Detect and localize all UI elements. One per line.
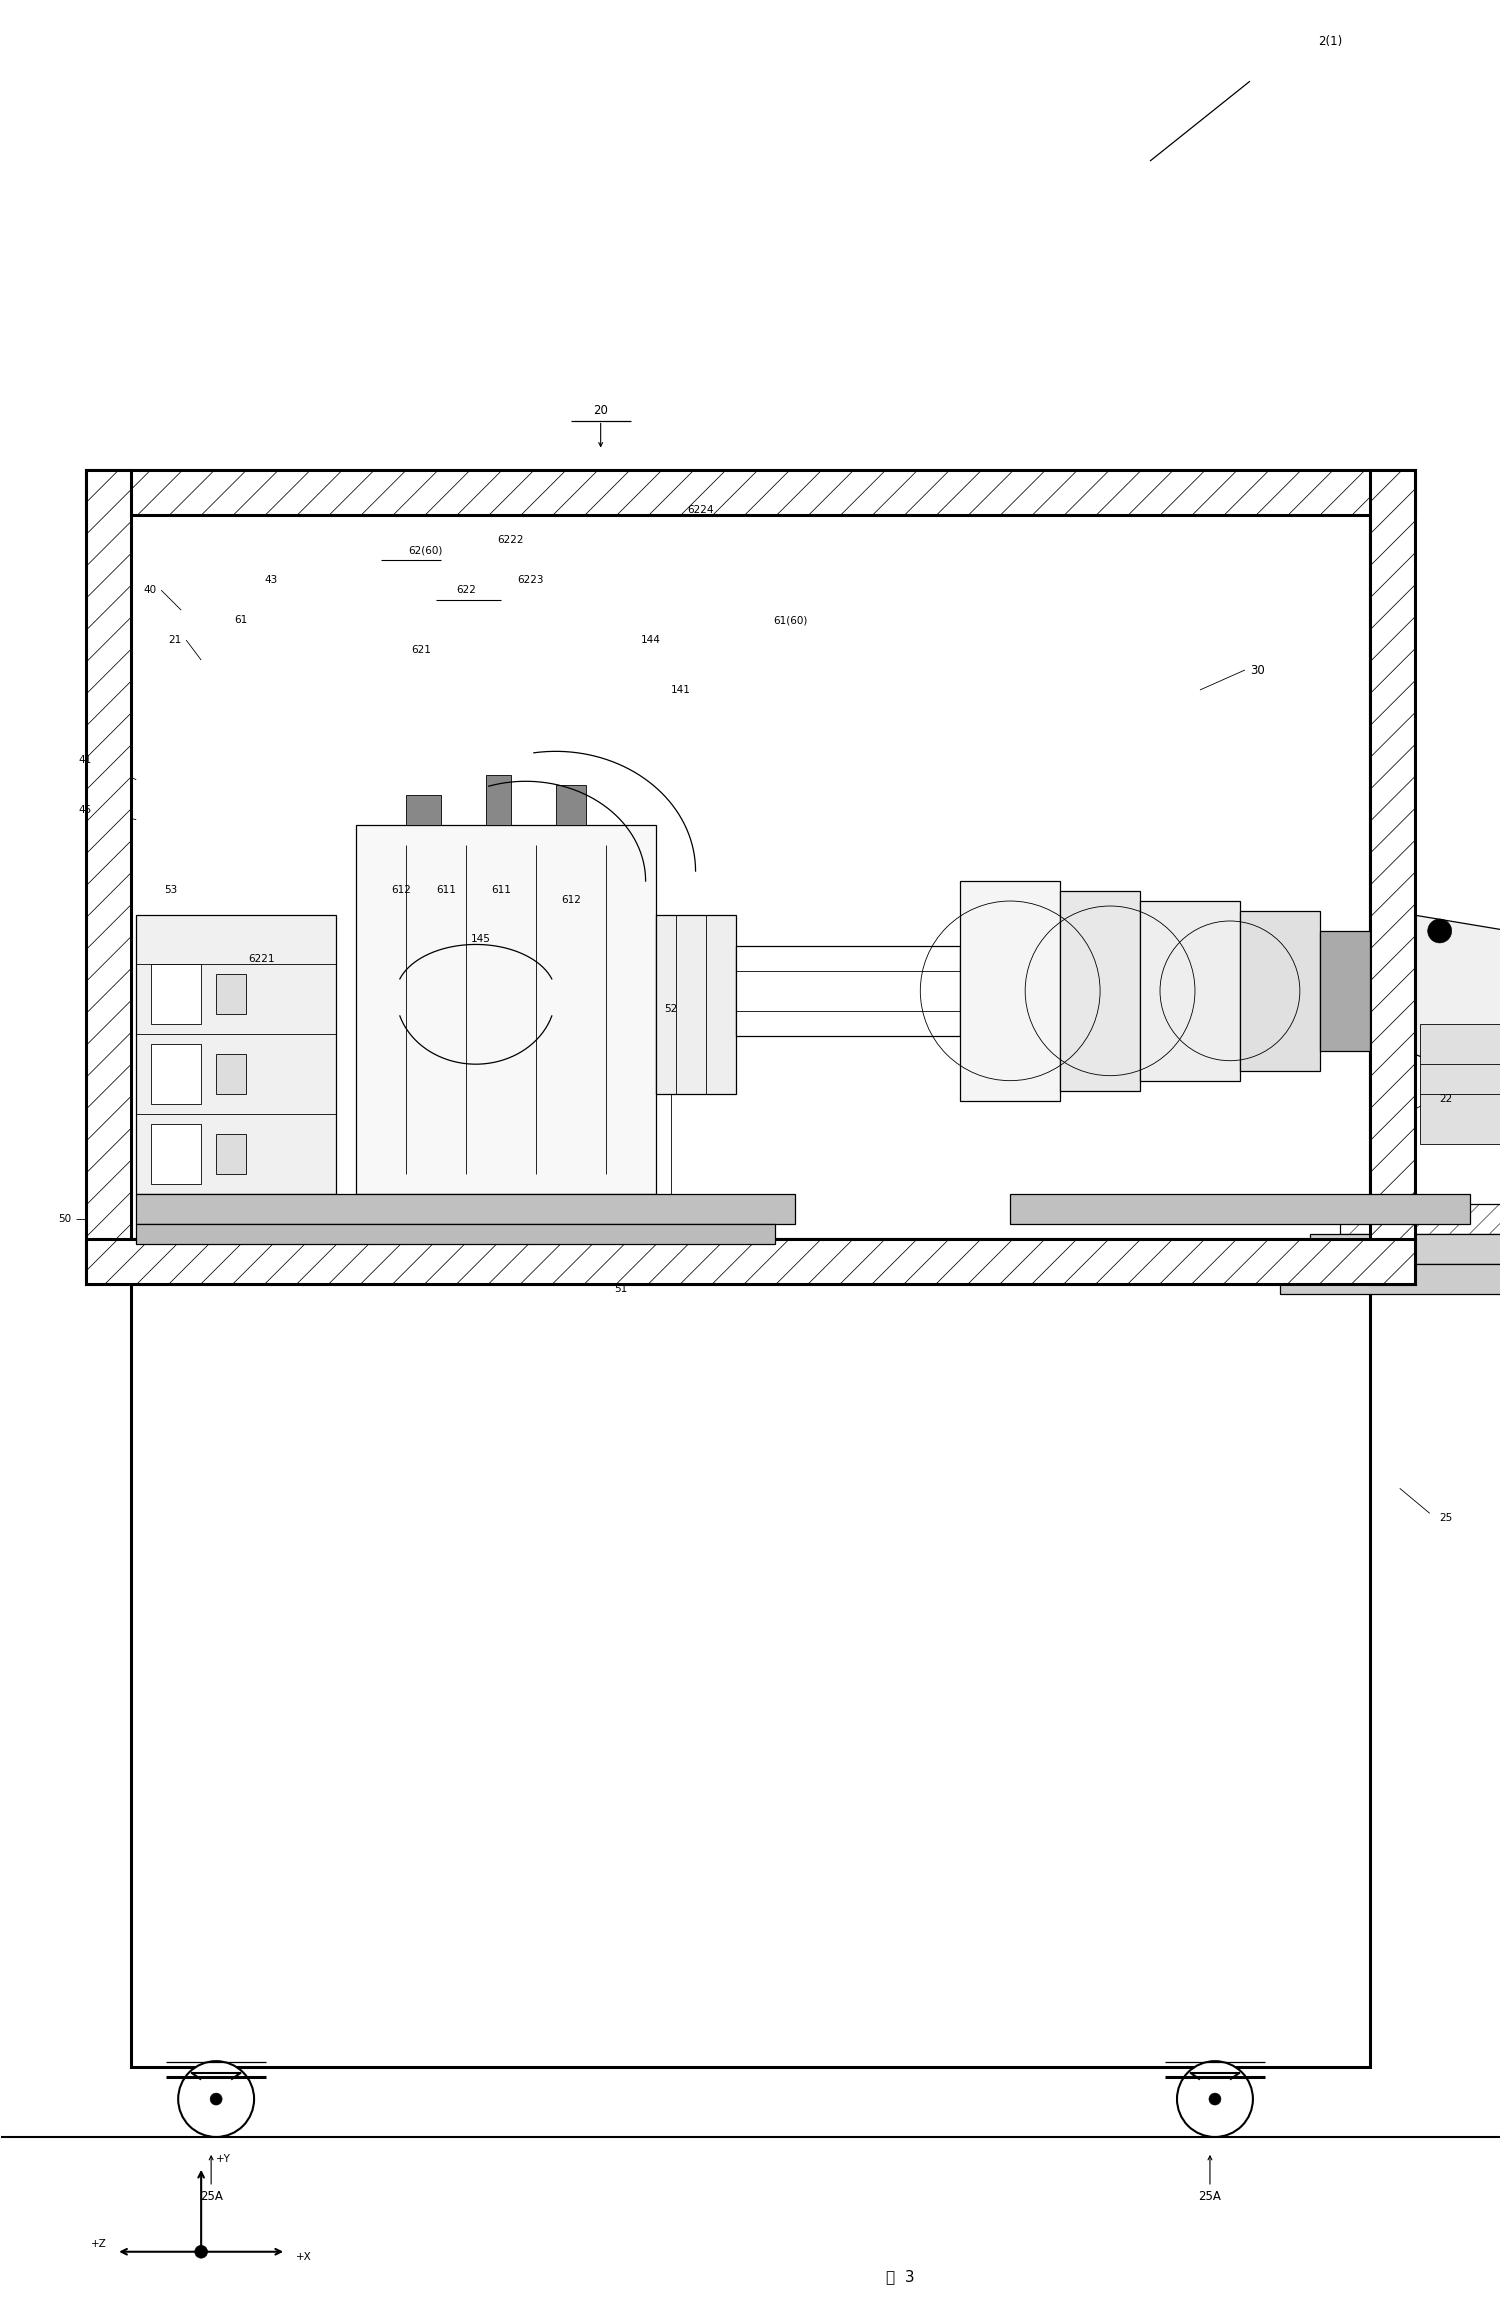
Bar [1370,471,1415,1284]
Bar [486,774,510,825]
Text: +Z: +Z [90,2239,107,2248]
Text: +X: +X [296,2251,312,2262]
Bar [555,786,585,825]
Bar [356,825,656,1194]
Bar [735,946,961,1036]
Text: 62(60): 62(60) [408,545,443,556]
Text: 21: 21 [168,635,182,644]
Text: 6221: 6221 [248,955,275,964]
Bar [152,964,201,1025]
Bar [86,1238,1415,1284]
Text: 145: 145 [471,934,491,943]
Bar [1240,911,1319,1071]
Bar [216,1134,246,1173]
Bar [1310,1233,1501,1263]
Text: +Y: +Y [216,2153,231,2165]
Bar [961,881,1060,1101]
Bar [137,1194,796,1224]
Text: 612: 612 [561,895,581,904]
Bar [137,916,336,1194]
Bar [1280,1263,1501,1293]
Bar [1060,890,1141,1092]
Circle shape [179,2061,254,2137]
Text: 61: 61 [234,614,248,626]
Text: 6222: 6222 [497,535,524,545]
Bar [137,1224,776,1245]
Text: 52: 52 [663,1004,677,1015]
Text: 141: 141 [671,684,690,695]
Text: 611: 611 [491,885,510,895]
Text: 53: 53 [165,885,177,895]
Bar [656,916,735,1094]
Text: 41: 41 [78,756,92,765]
Circle shape [1208,2093,1220,2105]
Text: 43: 43 [264,575,278,584]
Text: 30: 30 [1250,663,1265,677]
Text: 621: 621 [411,644,431,656]
Text: 20: 20 [593,403,608,417]
Bar [216,974,246,1015]
Text: 6223: 6223 [518,575,543,584]
Text: 22: 22 [1439,1094,1453,1103]
Text: 图  3: 图 3 [886,2269,914,2283]
Bar [1319,932,1370,1050]
Text: 61(60): 61(60) [773,614,808,626]
Text: 40: 40 [143,584,156,596]
Bar [86,471,131,1284]
Circle shape [195,2246,207,2258]
Text: 611: 611 [435,885,456,895]
Circle shape [210,2093,222,2105]
Text: 25: 25 [1439,1514,1453,1523]
Bar [131,1284,1370,2068]
Text: 51: 51 [614,1284,627,1293]
Bar [1141,902,1240,1080]
Circle shape [1177,2061,1253,2137]
Bar [131,515,1370,1238]
Bar [152,1043,201,1103]
Text: 25A: 25A [200,2191,222,2204]
Bar [1195,2068,1235,2077]
Bar [216,1055,246,1094]
Text: 6224: 6224 [687,505,714,515]
Bar [152,1124,201,1184]
Bar [1010,1194,1469,1224]
Text: 45: 45 [78,804,92,814]
Text: 622: 622 [456,584,476,596]
Text: 144: 144 [641,635,660,644]
Bar [197,2068,236,2077]
Bar [405,795,441,825]
Polygon shape [1390,911,1501,1164]
Text: 612: 612 [390,885,411,895]
Text: 50: 50 [59,1215,72,1224]
Text: 25A: 25A [1198,2191,1222,2204]
Bar [86,471,1415,515]
Text: 2(1): 2(1) [1318,35,1342,49]
Bar [1420,1025,1501,1145]
Bar [1340,1203,1501,1233]
Circle shape [1427,918,1451,943]
